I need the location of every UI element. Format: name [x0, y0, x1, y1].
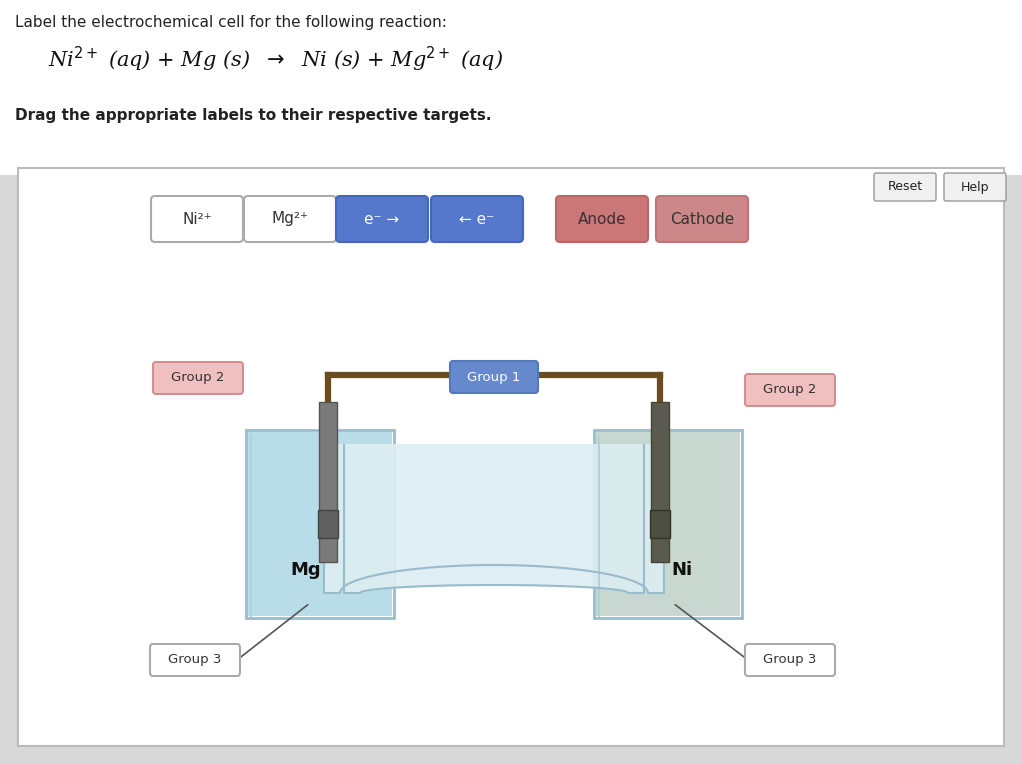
Bar: [650, 510, 670, 538]
Text: Ni: Ni: [671, 561, 693, 579]
Text: Help: Help: [961, 180, 989, 193]
Text: Cathode: Cathode: [669, 212, 734, 226]
Text: Mg²⁺: Mg²⁺: [272, 212, 309, 226]
FancyBboxPatch shape: [745, 644, 835, 676]
Text: ← e⁻: ← e⁻: [460, 212, 495, 226]
Text: Label the electrochemical cell for the following reaction:: Label the electrochemical cell for the f…: [15, 15, 447, 30]
Bar: [594, 430, 742, 618]
FancyBboxPatch shape: [874, 173, 936, 201]
Polygon shape: [324, 445, 664, 593]
Text: Group 1: Group 1: [467, 371, 520, 384]
FancyBboxPatch shape: [450, 361, 538, 393]
Bar: [318, 510, 338, 538]
Bar: [319, 402, 337, 562]
FancyBboxPatch shape: [431, 196, 523, 242]
Bar: [246, 430, 394, 618]
FancyBboxPatch shape: [150, 644, 240, 676]
FancyBboxPatch shape: [153, 362, 243, 394]
Text: e⁻ →: e⁻ →: [365, 212, 400, 226]
Bar: [651, 402, 669, 562]
FancyBboxPatch shape: [336, 196, 428, 242]
Bar: [0, 0, 1022, 175]
Text: Group 3: Group 3: [763, 653, 817, 666]
Bar: [248, 432, 392, 616]
Text: Group 3: Group 3: [169, 653, 222, 666]
FancyBboxPatch shape: [656, 196, 748, 242]
FancyBboxPatch shape: [556, 196, 648, 242]
FancyBboxPatch shape: [244, 196, 336, 242]
Text: Mg: Mg: [290, 561, 321, 579]
Text: Drag the appropriate labels to their respective targets.: Drag the appropriate labels to their res…: [15, 108, 492, 123]
FancyBboxPatch shape: [745, 374, 835, 406]
Bar: [596, 432, 740, 616]
Text: Group 2: Group 2: [763, 384, 817, 397]
Text: Ni²⁺: Ni²⁺: [182, 212, 212, 226]
FancyBboxPatch shape: [151, 196, 243, 242]
Text: Group 2: Group 2: [172, 371, 225, 384]
Text: Anode: Anode: [577, 212, 626, 226]
FancyBboxPatch shape: [944, 173, 1006, 201]
FancyBboxPatch shape: [18, 168, 1004, 746]
Text: Ni$^{2+}$ (aq) + Mg (s)  $\rightarrow$  Ni (s) + Mg$^{2+}$ (aq): Ni$^{2+}$ (aq) + Mg (s) $\rightarrow$ Ni…: [48, 45, 504, 74]
Text: Reset: Reset: [887, 180, 923, 193]
